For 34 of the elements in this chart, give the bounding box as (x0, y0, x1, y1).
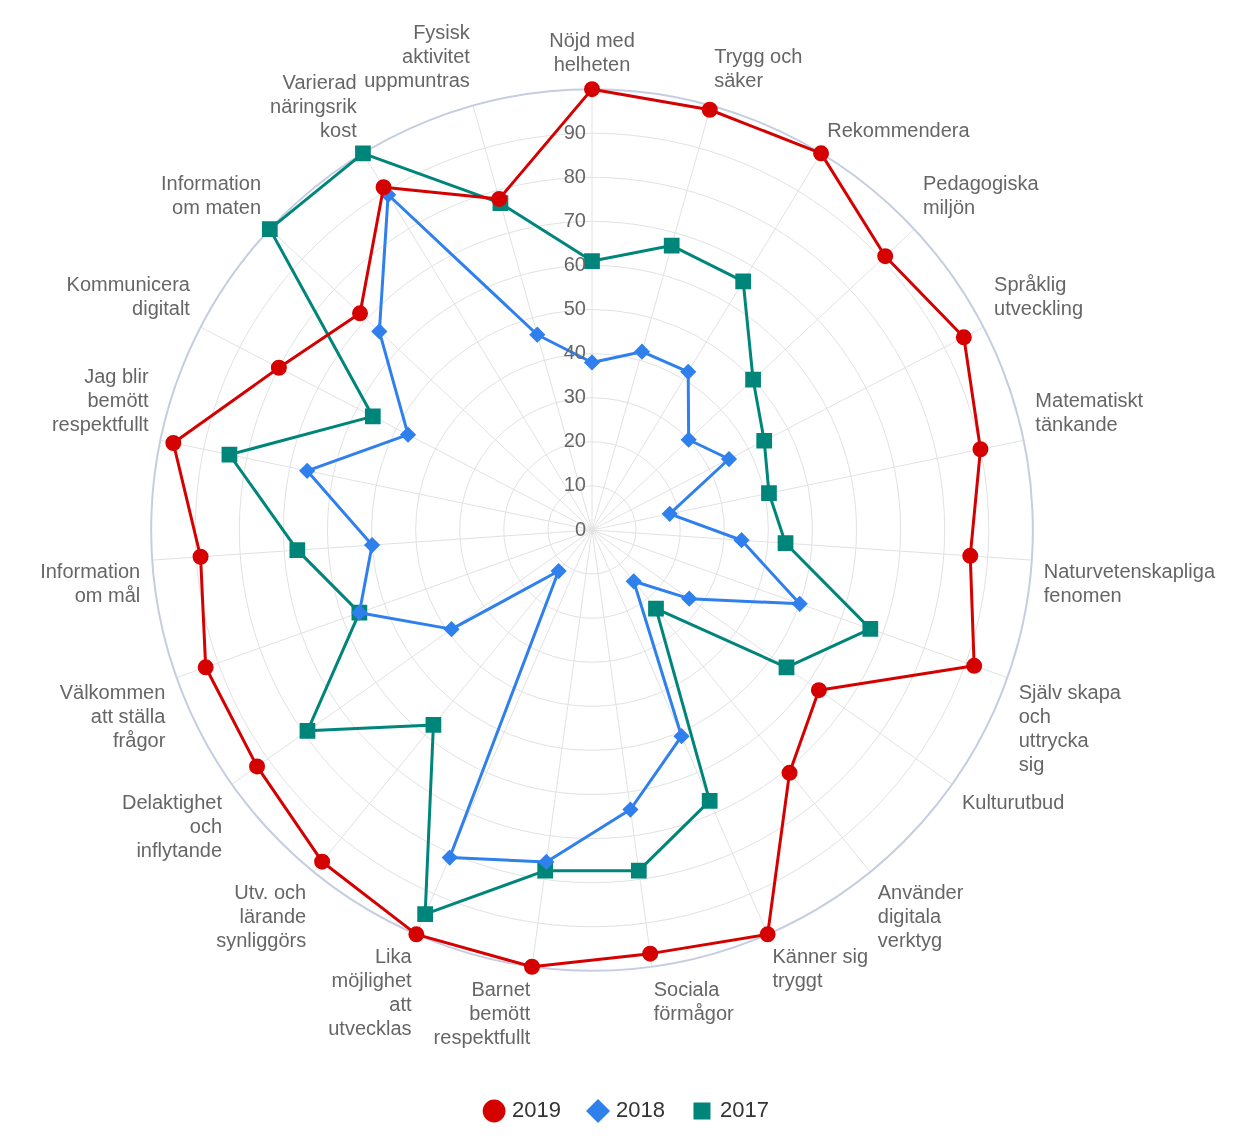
spoke-label: Matematiskt tänkande (1035, 389, 1144, 436)
spoke-label: Information om mål (40, 560, 141, 607)
y-tick-label: 90 (563, 120, 586, 143)
y-tick-label: 10 (563, 473, 586, 496)
spoke-label: Utv. och lärande synliggörs (216, 880, 307, 951)
spoke-label: Känner sig tryggt (772, 944, 869, 991)
spoke-label: Pedagogiska miljön (922, 172, 1040, 219)
spoke-label: Lika möjlighet att utvecklas (328, 944, 413, 1039)
legend-label: 2019 (512, 1097, 562, 1123)
spoke-label: Information om maten (160, 172, 262, 219)
spoke-label: Fysisk aktivitet uppmuntras (364, 21, 471, 92)
spoke-label: Sociala förmågor (653, 978, 735, 1025)
y-tick-label: 80 (563, 164, 586, 187)
y-tick-label: 0 (574, 517, 586, 540)
y-tick-label: 70 (563, 208, 586, 231)
spoke-label: Trygg och säker (714, 45, 803, 92)
spoke-label: Naturvetenskapliga fenomen (1043, 560, 1216, 607)
y-tick-label: 20 (563, 429, 586, 452)
spoke-label: Kommunicera digitalt (66, 273, 191, 320)
spoke-label: Rekommendera (827, 118, 971, 141)
legend-label: 2018 (616, 1097, 665, 1123)
spoke-label: Jag blir bemött respektfullt (51, 365, 150, 436)
spoke-label: Kulturutbud (961, 790, 1065, 813)
spoke-label: Välkommen att ställa frågor (59, 681, 167, 752)
y-tick-label: 30 (563, 385, 586, 408)
spoke-label: Nöjd med helheten (549, 28, 635, 75)
spoke-label: Språklig utveckling (994, 273, 1084, 320)
spoke-label: Använder digitala verktyg (877, 880, 964, 951)
spoke-label: Delaktighet och inflytande (121, 790, 223, 861)
spoke-label: Själv skapa och uttrycka sig (1018, 681, 1122, 776)
legend-label: 2017 (719, 1097, 769, 1123)
spoke-label: Varierad näringsrik kost (270, 70, 358, 141)
y-tick-label: 50 (563, 297, 586, 320)
spoke-label: Barnet bemött respektfullt (433, 978, 531, 1049)
